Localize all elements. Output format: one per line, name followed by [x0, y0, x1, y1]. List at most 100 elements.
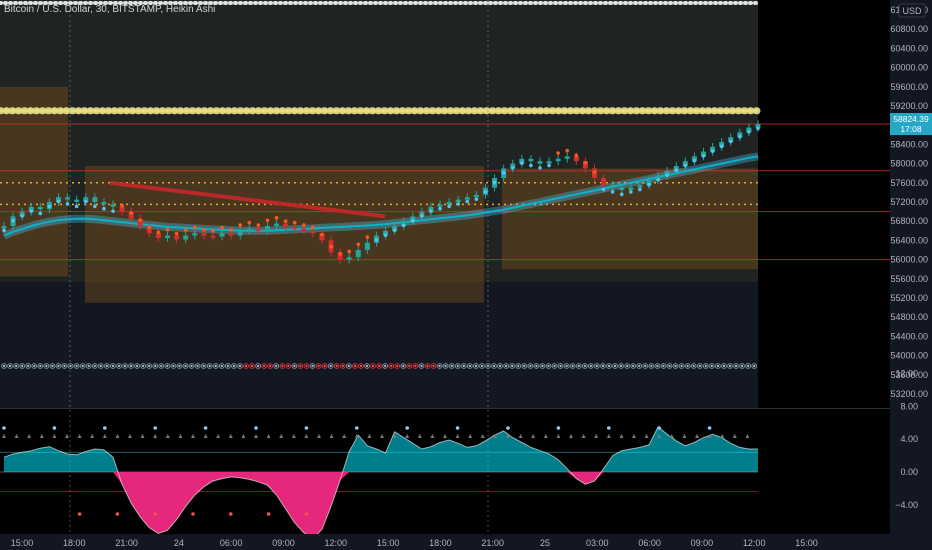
time-tick: 21:00 [115, 538, 138, 548]
candle-body [183, 235, 189, 240]
candle-body [119, 206, 125, 212]
zone-a [0, 86, 68, 277]
oscillator-layer [0, 426, 758, 540]
marker-ring [672, 363, 679, 369]
candle-body [264, 226, 270, 231]
marker-dot [323, 364, 326, 368]
currency-label: USD [902, 6, 922, 16]
marker-ring [388, 363, 395, 369]
candle-body [155, 233, 161, 238]
marker-ring [116, 363, 122, 369]
candle-body [192, 233, 198, 236]
osc-triangle [178, 434, 183, 438]
marker-ring [618, 363, 624, 369]
marker-dot [45, 364, 48, 368]
osc-top-dot [707, 426, 712, 430]
marker-ring [581, 363, 588, 369]
price-axis-bg [890, 0, 932, 550]
marker-dot [341, 364, 344, 368]
time-tick: 21:00 [481, 538, 504, 548]
marker-dot [595, 364, 599, 368]
currency-button[interactable] [898, 3, 926, 18]
osc-triangle [531, 434, 536, 438]
candle-body [364, 242, 370, 250]
osc-triangle [556, 434, 561, 438]
marker-ring [600, 363, 606, 369]
candle-body [292, 226, 298, 229]
marker-dot [275, 364, 278, 368]
marker-dot [33, 364, 36, 368]
marker-ring [642, 363, 649, 369]
marker-ring [660, 363, 667, 369]
marker-ring [37, 363, 44, 369]
price-tick: 59200.00 [890, 101, 928, 111]
price-tick: 56800.00 [890, 216, 928, 226]
trail-dot [619, 192, 624, 197]
marker-ring [158, 363, 165, 369]
trail-dot [665, 173, 669, 177]
marker-dot [565, 364, 568, 368]
marker-ring [485, 363, 491, 369]
future-area [758, 0, 890, 408]
osc-triangle [254, 434, 258, 438]
candle-body [510, 163, 516, 169]
session-lines [69, 0, 489, 534]
marker-ring [128, 363, 134, 369]
marker-dot [196, 364, 199, 368]
marker-ring [702, 363, 709, 369]
marker-dot [559, 364, 562, 368]
osc-tick: 8.00 [900, 401, 918, 411]
trail-dot [374, 238, 379, 242]
trail-dot [47, 204, 52, 209]
trail-dot [56, 199, 61, 204]
marker-dot [656, 364, 659, 368]
marker-dot [426, 364, 429, 368]
trail-dot [438, 206, 442, 211]
osc-top-dot [607, 426, 611, 430]
marker-dot [553, 364, 556, 368]
candle-body [528, 158, 534, 162]
time-tick: 15:00 [795, 538, 818, 548]
marker-ring [352, 363, 358, 369]
marker-ring [134, 363, 141, 369]
osc-triangle [392, 434, 397, 438]
marker-dot [747, 364, 750, 368]
marker-dot [226, 364, 229, 368]
ribbon-inner [3, 155, 759, 237]
marker-ring [206, 363, 213, 369]
marker-dot [353, 364, 356, 368]
osc-triangle [140, 434, 145, 438]
osc-triangle [279, 434, 284, 438]
trail-dot [447, 204, 451, 209]
marker-dot [668, 364, 671, 368]
marker-dot [541, 364, 544, 368]
marker-dot [432, 364, 435, 368]
marker-ring [442, 363, 449, 369]
marker-ring [303, 363, 310, 369]
osc-top-dot [304, 426, 309, 430]
price-tick: 58000.00 [890, 159, 928, 169]
marker-dot [698, 364, 701, 368]
price-tick: 55600.00 [890, 274, 928, 284]
marker-ring [140, 363, 147, 369]
candle-body [246, 228, 252, 231]
marker-ring [678, 363, 685, 369]
trend-layer [109, 180, 386, 219]
marker-ring [1, 363, 7, 369]
trail-dot [556, 151, 560, 155]
trail-dot [102, 206, 106, 211]
trail-dot [601, 187, 606, 192]
marker-ring [751, 363, 758, 369]
marker-dot [583, 364, 586, 368]
osc-triangle [632, 434, 636, 438]
osc-top-dot [455, 426, 460, 430]
osc-line [3, 426, 758, 540]
marker-ring [182, 363, 189, 369]
candle-body [355, 250, 361, 258]
osc-triangle [241, 434, 246, 438]
marker-ring [376, 363, 383, 369]
trail-dot [401, 223, 406, 228]
marker-dot [51, 364, 54, 368]
last-price-value: 58824.39 [893, 114, 929, 124]
marker-dot [190, 364, 193, 368]
